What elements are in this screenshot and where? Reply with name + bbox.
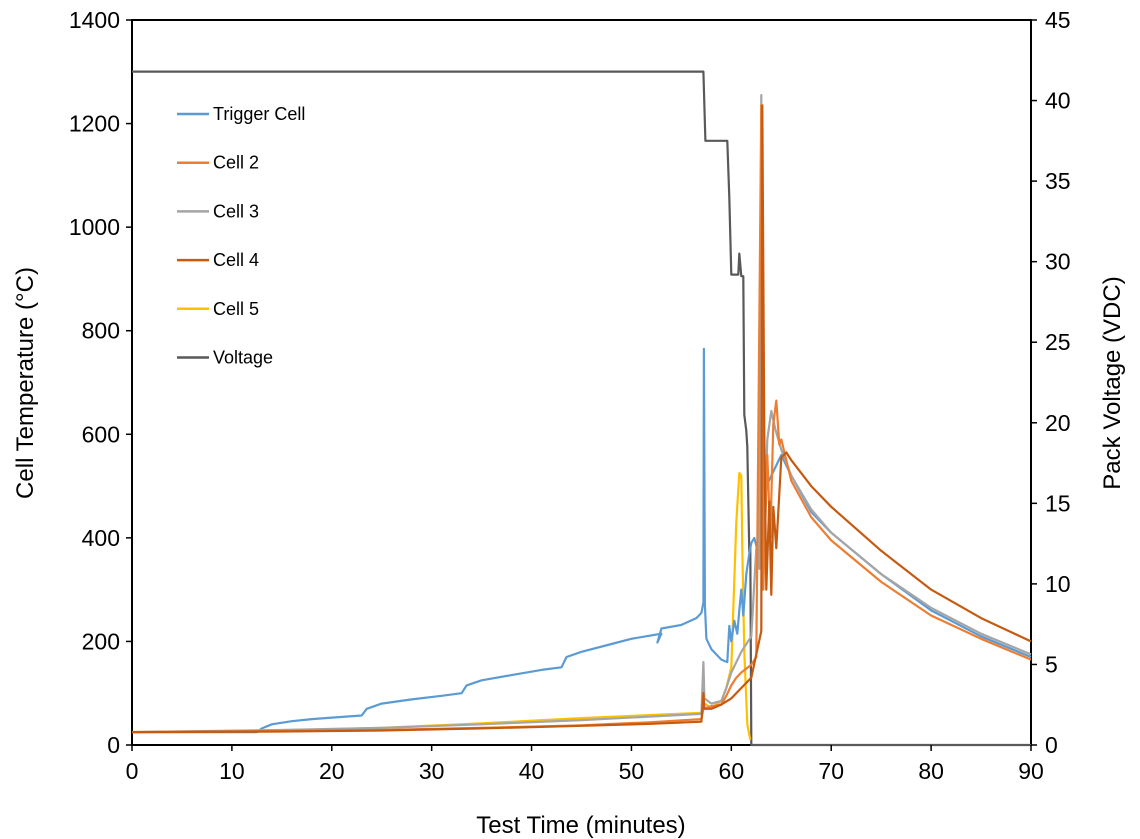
y2-tick-label: 35 — [1045, 168, 1071, 194]
y-tick-label: 400 — [82, 525, 120, 551]
x-tick-label: 40 — [519, 758, 545, 784]
legend-label-cell-3: Cell 3 — [213, 201, 259, 221]
x-tick-label: 10 — [219, 758, 245, 784]
y2-tick-label: 10 — [1045, 571, 1071, 597]
y2-axis-title: Pack Voltage (VDC) — [1099, 276, 1126, 489]
x-tick-label: 90 — [1018, 758, 1044, 784]
y2-tick-label: 30 — [1045, 249, 1071, 275]
legend-label-cell-2: Cell 2 — [213, 153, 259, 173]
y2-tick-label: 5 — [1045, 651, 1058, 677]
x-tick-label: 80 — [918, 758, 944, 784]
y-axis-title: Cell Temperature (°C) — [12, 267, 39, 499]
legend-label-cell-5: Cell 5 — [213, 299, 259, 319]
y2-tick-label: 45 — [1045, 7, 1071, 33]
y2-tick-label: 40 — [1045, 88, 1071, 114]
y-tick-label: 1000 — [69, 214, 120, 240]
series-line-voltage — [132, 70, 1031, 747]
x-tick-label: 20 — [319, 758, 345, 784]
series-line-cell-2 — [131, 104, 1032, 734]
x-tick-label: 70 — [818, 758, 844, 784]
series-line-cell-5 — [131, 472, 752, 741]
y-tick-label: 1400 — [69, 7, 120, 33]
y-tick-label: 800 — [82, 318, 120, 344]
plot-frame — [131, 19, 1032, 746]
y2-tick-label: 20 — [1045, 410, 1071, 436]
y-tick-label: 200 — [82, 628, 120, 654]
y2-tick-label: 0 — [1045, 732, 1058, 758]
legend: Trigger Cell Cell 2 Cell 3 Cell 4 Cell 5 Volt… — [177, 104, 305, 368]
legend-label-voltage: Voltage — [213, 348, 273, 368]
series-layer — [131, 70, 1032, 747]
x-tick-label: 60 — [719, 758, 745, 784]
y2-tick-label: 15 — [1045, 490, 1071, 516]
y-tick-label: 0 — [107, 732, 120, 758]
x-tick-label: 50 — [619, 758, 645, 784]
legend-label-cell-4: Cell 4 — [213, 250, 259, 270]
series-line-trigger-cell — [132, 347, 1032, 734]
series-line-cell-3 — [131, 93, 1032, 734]
x-axis-title: Test Time (minutes) — [476, 812, 685, 839]
legend-label-trigger-cell: Trigger Cell — [213, 104, 305, 124]
x-tick-label: 30 — [419, 758, 445, 784]
series-line-cell-4 — [131, 104, 1032, 734]
axes-layer: 0 10 20 30 40 50 60 70 80 90020040060080010001200… — [69, 7, 1071, 784]
y-tick-label: 600 — [82, 421, 120, 447]
y-tick-label: 1200 — [69, 111, 120, 137]
x-tick-label: 0 — [126, 758, 139, 784]
y2-tick-label: 25 — [1045, 329, 1071, 355]
